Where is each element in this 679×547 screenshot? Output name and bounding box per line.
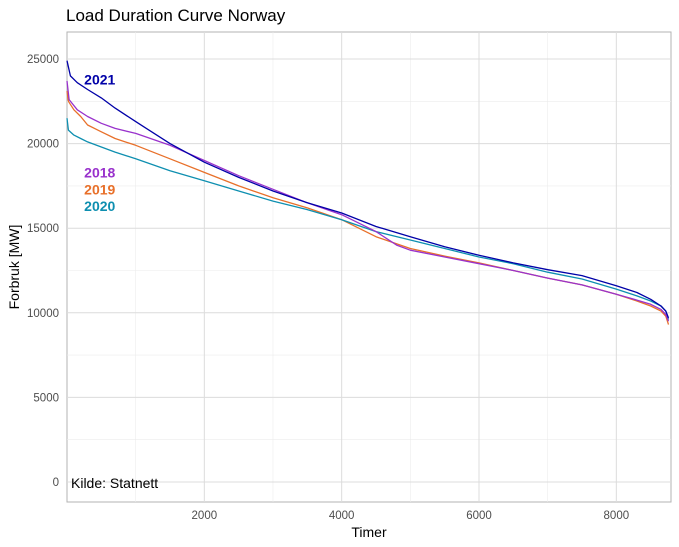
- series-line-2021: [66, 60, 670, 319]
- x-tick-label: 6000: [466, 510, 492, 522]
- x-tick-label: 2000: [192, 510, 218, 522]
- source-caption: Kilde: Statnett: [71, 475, 158, 491]
- plot-panel: [66, 31, 672, 503]
- y-tick-label: 5000: [33, 392, 59, 404]
- x-tick-label: 4000: [329, 510, 355, 522]
- x-tick-label: 8000: [604, 510, 630, 522]
- series-label-2019: 2019: [84, 181, 115, 197]
- y-tick-label: 0: [53, 477, 59, 489]
- y-tick-label: 25000: [27, 54, 59, 66]
- chart-title: Load Duration Curve Norway: [66, 6, 286, 25]
- series-lines: [66, 60, 670, 325]
- minor-gridlines: [67, 32, 671, 502]
- tick-labels: 2000 4000 6000 8000 0 5000 10000 15000 20000 2500…: [27, 54, 629, 522]
- y-axis-title: Forbruk [MW]: [6, 225, 22, 310]
- y-tick-label: 15000: [27, 223, 59, 235]
- series-line-2018: [66, 80, 670, 322]
- x-axis-title: Timer: [351, 524, 387, 540]
- y-tick-label: 20000: [27, 139, 59, 151]
- series-label-2021: 2021: [84, 71, 115, 87]
- series-line-2020: [66, 118, 670, 320]
- y-tick-label: 10000: [27, 308, 59, 320]
- series-label-2018: 2018: [84, 164, 115, 180]
- series-label-2020: 2020: [84, 198, 115, 214]
